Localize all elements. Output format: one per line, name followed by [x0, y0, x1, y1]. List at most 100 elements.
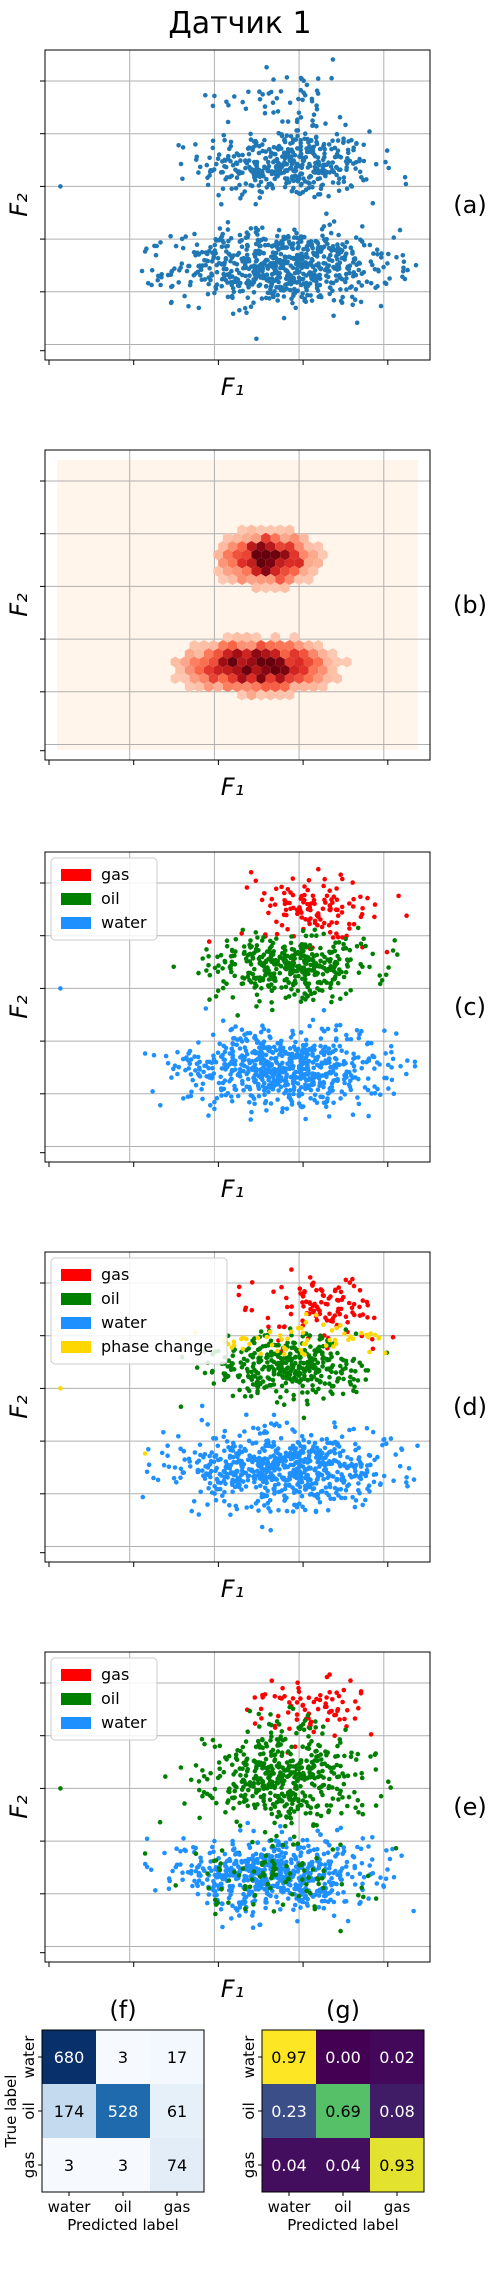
point-gas	[322, 921, 327, 926]
point-oil	[249, 1394, 254, 1399]
point-gas	[308, 1301, 313, 1306]
point-oil	[360, 1363, 365, 1368]
point-series	[279, 171, 284, 176]
point-oil	[338, 1740, 343, 1745]
point-oil	[327, 1381, 332, 1386]
point-series	[367, 129, 372, 134]
point-series	[295, 262, 300, 267]
point-series	[334, 254, 339, 259]
point-water	[240, 1081, 245, 1086]
point-water	[359, 1029, 364, 1034]
point-water	[290, 1066, 295, 1071]
point-gas	[207, 939, 212, 944]
point-water	[365, 1463, 370, 1468]
point-oil	[315, 953, 320, 958]
point-gas	[360, 906, 365, 911]
legend-label-oil: oil	[101, 889, 120, 908]
point-oil	[269, 1383, 274, 1388]
point-water	[371, 1430, 376, 1435]
point-water	[298, 1905, 303, 1910]
point-water	[382, 1076, 387, 1081]
point-series	[331, 180, 336, 185]
point-water	[351, 1075, 356, 1080]
point-series	[279, 89, 284, 94]
point-series	[325, 266, 330, 271]
point-series	[350, 249, 355, 254]
point-oil	[204, 947, 209, 952]
point-oil	[275, 1737, 280, 1742]
point-series	[249, 226, 254, 231]
point-oil	[204, 968, 209, 973]
point-oil	[208, 1771, 213, 1776]
point-series	[244, 311, 249, 316]
point-oil	[330, 994, 335, 999]
panel-label: (a)	[453, 191, 486, 219]
point-oil	[361, 937, 366, 942]
point-series	[350, 295, 355, 300]
panel-label: (d)	[453, 1393, 487, 1421]
point-oil	[254, 1764, 259, 1769]
point-water	[300, 1494, 305, 1499]
point-oil	[253, 981, 258, 986]
point-series	[296, 179, 301, 184]
point-oil	[212, 1381, 217, 1386]
legend-swatch-gas	[61, 869, 91, 881]
point-water	[198, 1453, 203, 1458]
point-oil	[303, 997, 308, 1002]
point-oil	[289, 1745, 294, 1750]
chart-4: gasoilwaterF₁F₂ (e)	[5, 1652, 487, 2003]
point-water	[319, 1036, 324, 1041]
point-water	[359, 1462, 364, 1467]
point-series	[242, 189, 247, 194]
point-water	[230, 1099, 235, 1104]
point-water	[263, 1101, 268, 1106]
point-series	[387, 276, 392, 281]
point-water	[364, 1474, 369, 1479]
point-series	[369, 259, 374, 264]
point-series	[318, 192, 323, 197]
point-gas	[307, 878, 312, 883]
point-series	[312, 112, 317, 117]
point-gas	[360, 912, 365, 917]
point-oil	[274, 936, 279, 941]
point-water	[304, 1038, 309, 1043]
point-water	[280, 1110, 285, 1115]
point-oil	[352, 1384, 357, 1389]
point-series	[328, 253, 333, 258]
point-oil	[269, 959, 274, 964]
point-water	[281, 1066, 286, 1071]
point-gas	[296, 1686, 301, 1691]
point-water	[367, 1863, 372, 1868]
point-oil	[286, 1749, 291, 1754]
point-series	[342, 179, 347, 184]
point-water	[217, 1042, 222, 1047]
point-water	[292, 1429, 297, 1434]
point-gas	[315, 913, 320, 918]
point-water	[316, 1471, 321, 1476]
point-series	[355, 321, 360, 326]
point-series	[279, 252, 284, 257]
point-oil	[282, 1402, 287, 1407]
point-oil	[314, 933, 319, 938]
point-gas	[287, 901, 292, 906]
point-water	[314, 1509, 319, 1514]
point-series	[235, 253, 240, 258]
point-water	[200, 1468, 205, 1473]
point-series	[176, 143, 181, 148]
point-water	[375, 1087, 380, 1092]
point-oil	[275, 1719, 280, 1724]
point-series	[260, 296, 265, 301]
point-series	[334, 278, 339, 283]
point-oil	[255, 993, 260, 998]
point-oil	[321, 1724, 326, 1729]
point-water	[184, 1055, 189, 1060]
point-water	[248, 1061, 253, 1066]
point-oil	[225, 938, 230, 943]
point-gas	[361, 1312, 366, 1317]
point-series	[140, 269, 145, 274]
point-series	[277, 271, 282, 276]
point-series	[316, 160, 321, 165]
point-series	[196, 170, 201, 175]
point-oil	[345, 1804, 350, 1809]
point-series	[168, 234, 173, 239]
